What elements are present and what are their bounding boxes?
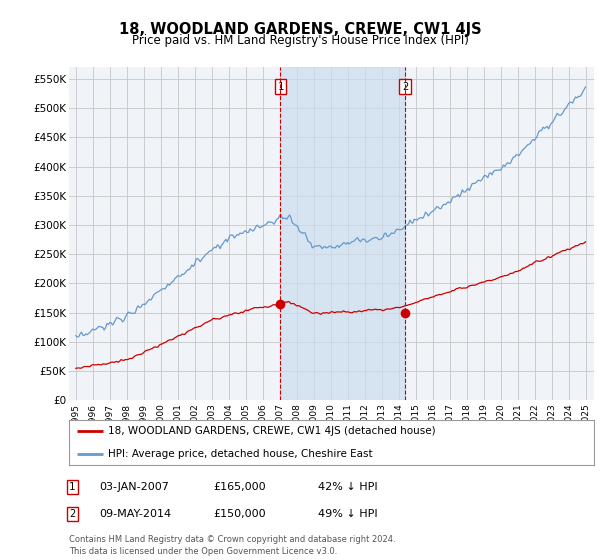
Text: 09-MAY-2014: 09-MAY-2014 (99, 509, 171, 519)
Text: 2: 2 (402, 82, 408, 92)
Text: 1: 1 (277, 82, 283, 92)
Text: £165,000: £165,000 (213, 482, 266, 492)
Text: 18, WOODLAND GARDENS, CREWE, CW1 4JS: 18, WOODLAND GARDENS, CREWE, CW1 4JS (119, 22, 481, 38)
Text: £150,000: £150,000 (213, 509, 266, 519)
Text: 03-JAN-2007: 03-JAN-2007 (99, 482, 169, 492)
Text: 1: 1 (69, 482, 75, 492)
Text: 49% ↓ HPI: 49% ↓ HPI (318, 509, 377, 519)
Bar (280, 67, 405, 400)
Text: Price paid vs. HM Land Registry's House Price Index (HPI): Price paid vs. HM Land Registry's House … (131, 34, 469, 46)
Text: HPI: Average price, detached house, Cheshire East: HPI: Average price, detached house, Ches… (109, 449, 373, 459)
Text: 42% ↓ HPI: 42% ↓ HPI (318, 482, 377, 492)
Text: 2: 2 (69, 509, 75, 519)
Text: 18, WOODLAND GARDENS, CREWE, CW1 4JS (detached house): 18, WOODLAND GARDENS, CREWE, CW1 4JS (de… (109, 426, 436, 436)
Text: Contains HM Land Registry data © Crown copyright and database right 2024.
This d: Contains HM Land Registry data © Crown c… (69, 535, 395, 556)
